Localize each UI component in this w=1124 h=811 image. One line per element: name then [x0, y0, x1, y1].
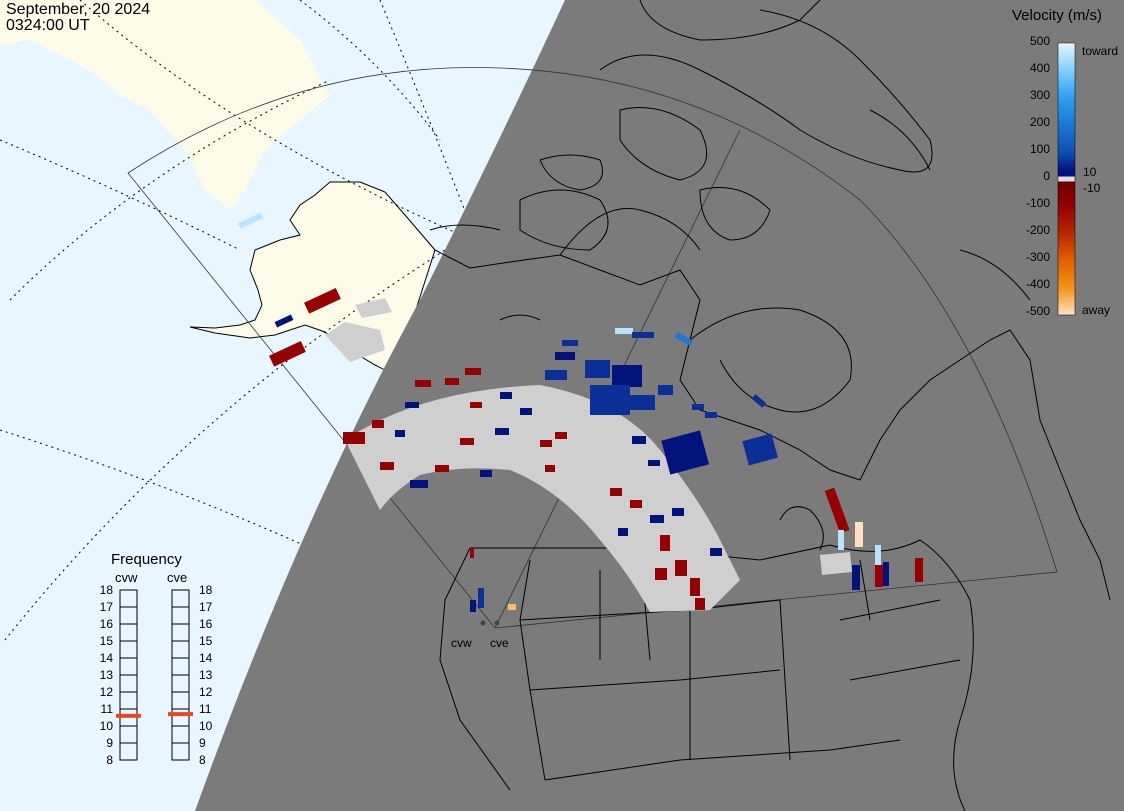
frequency-radar-cve: cve — [167, 570, 187, 585]
frequency-tick-left: 8 — [106, 753, 113, 767]
velocity-away-label: away — [1082, 303, 1110, 317]
frequency-tick-left: 16 — [100, 617, 114, 631]
frequency-tick-left: 13 — [100, 668, 114, 682]
frequency-tick-left: 17 — [100, 600, 114, 614]
frequency-tick-right: 12 — [199, 685, 213, 699]
velocity-tick-label: 100 — [1030, 142, 1050, 156]
frequency-panel: Frequency cvw cve 18 18 17 17 16 16 15 15 14 14 13… — [100, 551, 213, 767]
frequency-tick-right: 11 — [199, 702, 212, 716]
frequency-tick-left: 15 — [100, 634, 114, 648]
velocity-tick-label: -500 — [1026, 304, 1050, 318]
night-shading — [195, 0, 1124, 811]
velocity-scale-ticks: 500 400 300 200 100 0 -100 -200 -300 -400 -500 — [1026, 34, 1050, 318]
velocity-tick-label: -200 — [1026, 223, 1050, 237]
velocity-tick-label: 500 — [1030, 34, 1050, 48]
velocity-toward-label: toward — [1082, 44, 1118, 58]
velocity-tick-label: -100 — [1026, 196, 1050, 210]
frequency-tick-left: 9 — [106, 736, 113, 750]
frequency-ticks: 18 18 17 17 16 16 15 15 14 14 13 13 12 12 11 11 10 10 9 9 8 8 — [100, 583, 213, 767]
frequency-tick-left: 10 — [100, 719, 114, 733]
frequency-tick-left: 11 — [101, 702, 114, 716]
cve-site-label: cve — [490, 636, 509, 650]
frequency-tick-left: 18 — [100, 583, 114, 597]
coastlines — [429, 0, 1111, 601]
frequency-tick-right: 17 — [199, 600, 213, 614]
velocity-cells — [237, 212, 923, 612]
frequency-tick-right: 15 — [199, 634, 213, 648]
velocity-tick-label: 400 — [1030, 61, 1050, 75]
frequency-marker-cvw — [116, 713, 141, 718]
cvw-site-label: cvw — [451, 636, 472, 650]
frequency-tick-right: 16 — [199, 617, 213, 631]
timestamp-header: September, 20 2024 0324:00 UT — [6, 2, 150, 34]
frequency-tick-right: 13 — [199, 668, 213, 682]
frequency-tick-left: 12 — [100, 685, 114, 699]
radar-sites: cvw cve — [451, 620, 509, 650]
frequency-radar-cvw: cvw — [115, 570, 138, 585]
velocity-colorbar — [1057, 42, 1076, 316]
cve-site-marker — [494, 620, 500, 626]
cvw-site-marker — [480, 620, 486, 626]
frequency-tick-right: 10 — [199, 719, 213, 733]
velocity-tick-label: -400 — [1026, 277, 1050, 291]
siberia-land — [0, 0, 330, 210]
velocity-tick-label: 200 — [1030, 115, 1050, 129]
velocity-tick-label: 0 — [1043, 169, 1050, 183]
frequency-tick-right: 14 — [199, 651, 213, 665]
frequency-tick-right: 9 — [199, 736, 206, 750]
frequency-tick-left: 14 — [100, 651, 114, 665]
frequency-tick-right: 8 — [199, 753, 206, 767]
frequency-marker-cve — [168, 712, 193, 717]
velocity-tick-label: 300 — [1030, 88, 1050, 102]
time-label: 0324:00 UT — [6, 17, 90, 34]
date-label: September, 20 2024 — [6, 1, 151, 18]
velocity-scale-title: Velocity (m/s) — [1012, 7, 1102, 24]
alaska-land — [189, 181, 436, 376]
velocity-small-pos-label: 10 — [1083, 165, 1097, 179]
frequency-tick-right: 18 — [199, 583, 213, 597]
velocity-small-neg-label: -10 — [1083, 181, 1101, 195]
velocity-tick-label: -300 — [1026, 250, 1050, 264]
frequency-title: Frequency — [111, 551, 182, 568]
